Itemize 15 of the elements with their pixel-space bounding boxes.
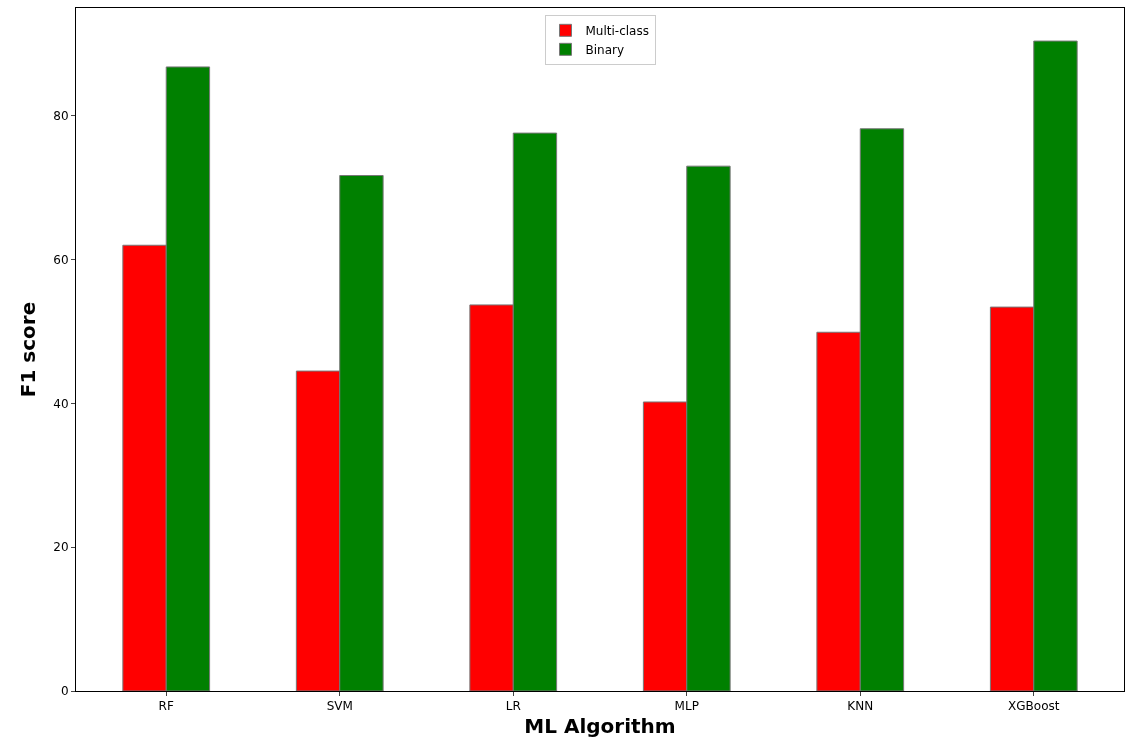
x-tick-label: XGBoost <box>1008 699 1060 714</box>
x-tick-label: MLP <box>674 699 699 714</box>
legend-label: Binary <box>585 43 625 58</box>
legend-label: Multi-class <box>585 24 649 39</box>
y-tick-label: 80 <box>53 109 69 124</box>
y-tick-label: 40 <box>53 396 69 411</box>
y-tick-label: 20 <box>53 540 69 555</box>
x-axis-title: ML Algorithm <box>524 713 676 738</box>
x-tick-label: LR <box>505 699 521 714</box>
y-tick-label: 60 <box>53 252 69 267</box>
y-axis-title: F1 score <box>15 301 40 398</box>
x-tick-label: SVM <box>326 699 353 714</box>
y-tick-label: 0 <box>60 684 69 699</box>
x-tick-label: KNN <box>847 699 874 714</box>
x-tick-label: RF <box>158 699 174 714</box>
